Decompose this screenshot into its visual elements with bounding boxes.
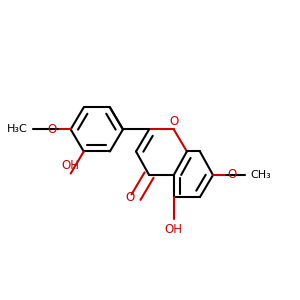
Text: O: O bbox=[227, 168, 236, 181]
Text: O: O bbox=[169, 115, 178, 128]
Text: H₃C: H₃C bbox=[7, 124, 28, 134]
Text: O: O bbox=[47, 123, 56, 136]
Text: OH: OH bbox=[62, 159, 80, 172]
Text: O: O bbox=[125, 190, 134, 204]
Text: OH: OH bbox=[165, 223, 183, 236]
Text: CH₃: CH₃ bbox=[250, 170, 271, 180]
